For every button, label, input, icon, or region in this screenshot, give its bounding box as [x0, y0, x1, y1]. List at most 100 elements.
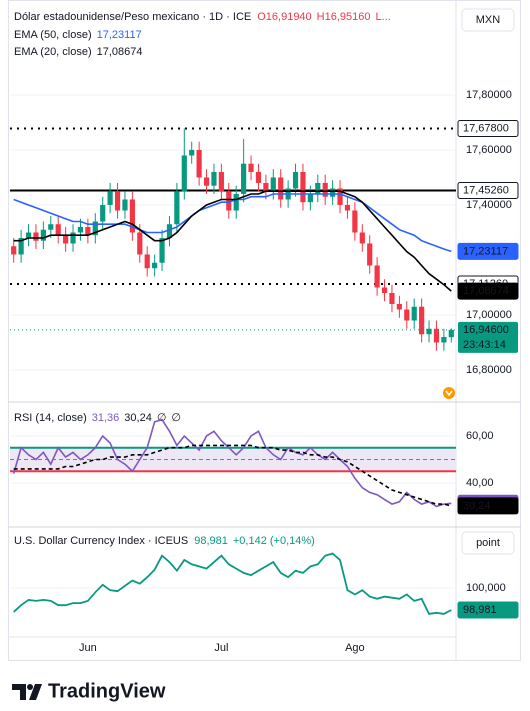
candle-body [278, 177, 284, 200]
frame [8, 0, 521, 661]
y-tick-label: 17,40000 [466, 199, 512, 211]
ema-value-label-box [457, 282, 519, 300]
candle-body [107, 191, 113, 205]
candle-body [211, 171, 217, 186]
candle-body [48, 224, 54, 230]
legend-value: 17,23117 [97, 29, 142, 41]
brand-name: TradingView [48, 680, 166, 702]
candle-body [203, 177, 210, 186]
legend-value: 98,981 [194, 535, 228, 547]
ema-value-label: 17,08674 [463, 285, 509, 297]
candle-body [55, 224, 61, 236]
logo-shape [27, 684, 33, 690]
ema-line [13, 193, 452, 253]
candle-body [189, 149, 195, 156]
ema-value-label-box [457, 242, 519, 260]
candle-body [114, 191, 121, 211]
legend-name: EMA (20, close) [14, 46, 92, 58]
candle-body [404, 309, 410, 321]
legend-value: 30,24 [124, 412, 152, 424]
candle-body [263, 182, 269, 192]
level-label: 17,45260 [463, 184, 509, 196]
y-tick-label: 16,80000 [466, 364, 512, 376]
candle-body [33, 232, 39, 241]
candle-body [11, 246, 17, 255]
indicator-line [12, 418, 452, 508]
candle-body [196, 149, 202, 178]
ema50-legend: EMA (50, close) 17,23117 [14, 29, 142, 41]
candle-body [100, 204, 106, 222]
rsi-band [10, 447, 456, 472]
candle-body [270, 177, 276, 192]
index-value-label: 98,981 [463, 604, 497, 616]
candle-body [63, 235, 69, 244]
candle-body [152, 262, 158, 269]
candle-body [40, 229, 46, 241]
scroll-button[interactable] [443, 387, 455, 399]
countdown-label: 23:43:14 [463, 339, 506, 351]
candle-body [315, 182, 321, 194]
candle-body [419, 306, 425, 335]
candle-body [166, 224, 173, 238]
logo-shape [12, 684, 26, 700]
candle-body [70, 232, 76, 244]
candle-body [144, 254, 150, 269]
legend-value: 31,36 [92, 412, 120, 424]
x-tick-label: Jul [214, 642, 228, 654]
candle-body [300, 171, 306, 203]
candle-body [433, 328, 440, 343]
candle-body [389, 292, 395, 305]
main-legend: Dólar estadounidense/Peso mexicano · 1D … [14, 11, 391, 23]
currency-button-label[interactable]: MXN [476, 14, 501, 26]
level-label-box [457, 182, 519, 200]
legend-extra: ∅ [171, 412, 181, 424]
ema20-legend: EMA (20, close) 17,08674 [14, 46, 143, 58]
candle-body [396, 304, 402, 310]
candle-body [248, 163, 254, 172]
y-tick-label: 40,00 [466, 477, 494, 489]
candle-body [374, 265, 380, 288]
scale-button[interactable] [461, 531, 515, 555]
last-price-box [458, 321, 518, 353]
candle-body [241, 163, 247, 194]
indicator-value-label: 30,24 [463, 500, 491, 512]
candle-body [344, 204, 351, 211]
candle-body [85, 226, 91, 236]
scale-button-label[interactable]: point [476, 537, 500, 549]
candle-body [159, 237, 165, 263]
symbol-title: Dólar estadounidense/Peso mexicano · 1D … [14, 11, 251, 23]
index-value-label-box [457, 601, 519, 619]
candle-body [359, 232, 365, 244]
rsi-legend: RSI (14, close) 31,36 30,24 ∅ ∅ [14, 412, 181, 424]
legend-name: EMA (50, close) [14, 29, 92, 41]
currency-button[interactable] [461, 8, 515, 32]
ema-value-label: 17,23117 [463, 245, 508, 257]
candle-body [233, 193, 239, 211]
candle-body [292, 171, 299, 189]
legend-value: 17,08674 [97, 46, 143, 58]
candle-body [218, 171, 224, 192]
candle-body [181, 155, 187, 192]
low-label: L... [376, 11, 391, 23]
candle-body [448, 329, 454, 338]
candle-body [426, 328, 432, 335]
candle-body [226, 191, 232, 211]
candle-body [322, 182, 328, 197]
candle-body [129, 199, 135, 233]
candle-body [352, 210, 358, 233]
candle-body [92, 221, 98, 236]
candle-body [330, 188, 336, 197]
legend-extra: ∅ [157, 412, 167, 424]
candle-body [411, 306, 417, 321]
x-tick-label: Jun [79, 642, 97, 654]
open-label: O16,91940 [257, 11, 311, 23]
last-price-label: 16,94600 [463, 324, 509, 336]
candle-body [122, 199, 128, 211]
scroll-icon[interactable] [445, 390, 453, 397]
ema-line [13, 190, 452, 292]
x-tick-label: Ago [345, 642, 365, 654]
candle-body [137, 232, 143, 255]
indicator-value-label-box [457, 497, 519, 515]
dxy-legend: U.S. Dollar Currency Index · ICEUS 98,981… [14, 535, 315, 547]
